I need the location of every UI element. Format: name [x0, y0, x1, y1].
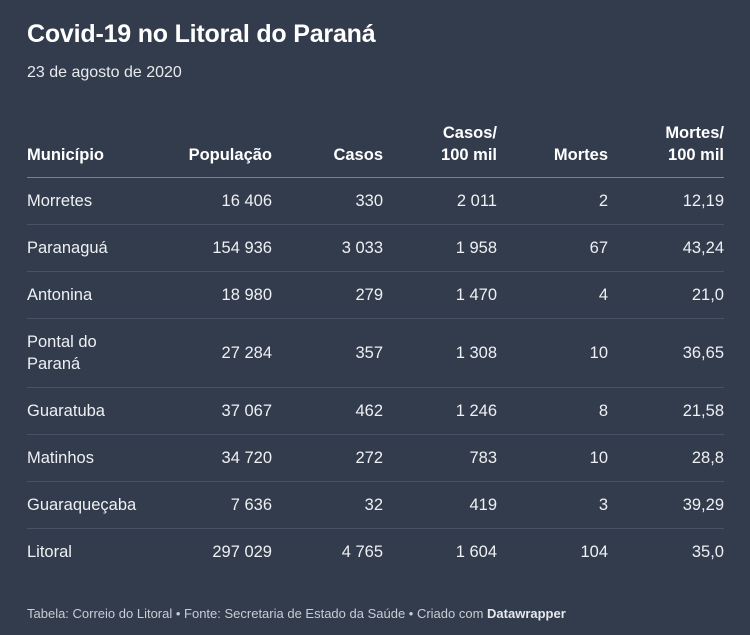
table-cell: 12,19	[608, 177, 724, 225]
table-cell: 154 936	[167, 224, 272, 272]
table-cell: 1 308	[383, 318, 497, 388]
table-cell: 37 067	[167, 387, 272, 435]
table-cell: 21,0	[608, 271, 724, 319]
column-header: Município	[27, 116, 167, 178]
table-cell: 10	[497, 318, 608, 388]
table-cell: 39,29	[608, 481, 724, 529]
table-row: Morretes 16 406 330 2 011 2 12,19	[27, 177, 724, 225]
row-label: Morretes	[27, 177, 167, 225]
column-header: População	[167, 116, 272, 178]
row-label: Pontal do Paraná	[27, 318, 167, 388]
table-cell: 1 246	[383, 387, 497, 435]
table-row: Paranaguá 154 936 3 033 1 958 67 43,24	[27, 224, 724, 272]
table-cell: 21,58	[608, 387, 724, 435]
table-header-row: Município População Casos Casos/100 mil Mort…	[27, 116, 724, 178]
chart-title: Covid-19 no Litoral do Paraná	[27, 20, 376, 48]
table-cell: 35,0	[691, 543, 724, 561]
table-cell: 783	[383, 434, 497, 482]
table-cell: 2	[497, 177, 608, 225]
column-header-line: Município	[27, 146, 104, 164]
table-row: Pontal do Paraná 27 284 357 1 308 10 36,65	[27, 318, 724, 388]
footer-brand: Datawrapper	[487, 606, 566, 621]
table-cell: 357	[272, 318, 383, 388]
column-header: Mortes/100 mil	[608, 116, 724, 178]
table-cell: 8	[497, 387, 608, 435]
chart-subtitle: 23 de agosto de 2020	[27, 64, 182, 81]
table-cell: 272	[272, 434, 383, 482]
table-cell: 32	[272, 481, 383, 529]
table-row: Antonina 18 980 279 1 470 4 21,0	[27, 271, 724, 319]
footer-credits: Tabela: Correio do Litoral • Fonte: Secr…	[27, 606, 488, 621]
table-row: Guaraqueçaba 7 636 32 419 3 39,29	[27, 481, 724, 529]
table-cell: 36,65	[608, 318, 724, 388]
row-label: Paranaguá	[27, 224, 167, 272]
table-cell: 3	[497, 481, 608, 529]
data-table: Município População Casos Casos/100 mil Mort…	[27, 116, 724, 575]
table-cell: 297 029	[212, 543, 272, 561]
table-cell: 330	[272, 177, 383, 225]
row-label: Litoral	[27, 543, 72, 561]
table-cell: 462	[272, 387, 383, 435]
table-cell: 2 011	[383, 177, 497, 225]
row-label: Guaraqueçaba	[27, 481, 167, 529]
table-cell: 7 636	[167, 481, 272, 529]
table-cell: 4 765	[341, 543, 383, 561]
table-cell: 43,24	[608, 224, 724, 272]
table-row: Litoral 297 029 4 765 1 604 104 35,0	[27, 529, 724, 576]
table-cell: 18 980	[167, 271, 272, 319]
table-row: Guaratuba 37 067 462 1 246 8 21,58	[27, 387, 724, 435]
table-cell: 27 284	[167, 318, 272, 388]
table-cell: 67	[497, 224, 608, 272]
table-cell: 16 406	[167, 177, 272, 225]
column-header-line: 100 mil	[668, 146, 724, 164]
table-cell: 34 720	[167, 434, 272, 482]
column-header-line: Mortes/	[665, 124, 724, 142]
table-cell: 3 033	[272, 224, 383, 272]
column-header-line: Mortes	[553, 146, 608, 164]
column-header: Casos/100 mil	[383, 116, 497, 178]
row-label: Antonina	[27, 271, 167, 319]
table-cell: 4	[497, 271, 608, 319]
row-label: Guaratuba	[27, 387, 167, 435]
table-cell: 1 958	[383, 224, 497, 272]
table-cell: 10	[497, 434, 608, 482]
row-label: Matinhos	[27, 434, 167, 482]
column-header-line: População	[188, 146, 272, 164]
table-cell: 419	[383, 481, 497, 529]
column-header: Casos	[272, 116, 383, 178]
table-cell: 1 470	[383, 271, 497, 319]
table-cell: 104	[580, 543, 608, 561]
column-header-line: 100 mil	[441, 146, 497, 164]
table-body: Morretes 16 406 330 2 011 2 12,19 Paranaguá 154…	[27, 177, 724, 576]
table-cell: 28,8	[608, 434, 724, 482]
column-header: Mortes	[497, 116, 608, 178]
chart-footer: Tabela: Correio do Litoral • Fonte: Secr…	[27, 606, 566, 621]
column-header-line: Casos/	[442, 124, 497, 142]
table-row: Matinhos 34 720 272 783 10 28,8	[27, 434, 724, 482]
table-cell: 279	[272, 271, 383, 319]
column-header-line: Casos	[333, 146, 383, 164]
table-cell: 1 604	[455, 543, 497, 561]
